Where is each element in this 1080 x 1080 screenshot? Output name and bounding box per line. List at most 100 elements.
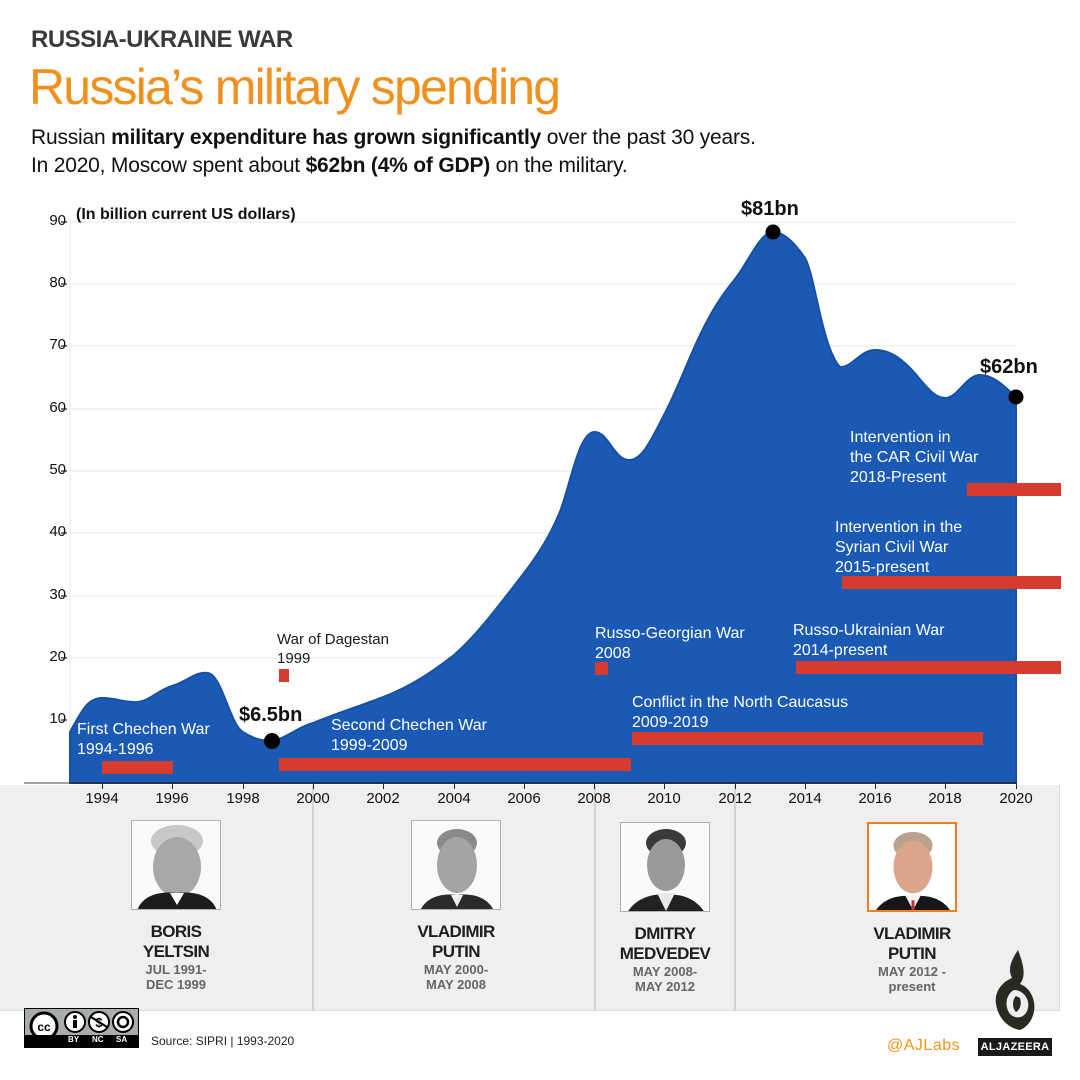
conflict-bar-car [967,483,1061,496]
x-tick-2010: 2010 [647,790,681,807]
page-title: Russia’s military spending [29,59,561,115]
person-portrait-icon [621,823,709,911]
svg-text:cc: cc [37,1020,51,1034]
leader-last-name: PUTIN [887,944,937,963]
spending-area [69,230,1017,784]
conflict-label-dagestan: War of Dagestan 1999 [277,631,389,667]
y-tick-30: 30 [49,586,66,603]
conflict-bar-ukraine [796,661,1061,674]
x-tick-1994: 1994 [85,790,119,807]
conflict-label-syria: Intervention in the Syrian Civil War 201… [835,519,963,576]
spending-chart: 90 80 70 60 50 40 30 20 10 (In billion c… [0,190,1080,790]
x-tick-2016: 2016 [858,790,892,807]
leader-term-start: MAY 2012 - [878,964,946,979]
divider-2012 [734,785,736,1011]
leader-last-name: MEDVEDEV [619,944,711,963]
creative-commons-badge: cc $ BY NC SA [24,1008,139,1048]
x-tick-mark [243,783,244,789]
y-tick-20: 20 [49,648,66,665]
leader-last-name: YELTSIN [142,942,210,961]
x-tick-2014: 2014 [788,790,822,807]
x-tick-mark [524,783,525,789]
y-tick-marks [61,221,67,721]
leader-yeltsin: BORIS YELTSIN JUL 1991- DEC 1999 [96,820,256,992]
leader-first-name: DMITRY [634,924,697,943]
divider-2000 [312,785,314,1011]
conflict-label-first-chechen: First Chechen War 1994-1996 [77,721,210,758]
y-tick-70: 70 [49,336,66,353]
y-tick-40: 40 [49,523,66,540]
portrait-putin-color [867,822,957,912]
conflict-bar-second-chechen [279,758,631,771]
cc-license-icons: cc $ [29,1011,134,1037]
conflict-label-north-caucasus: Conflict in the North Caucasus 2009-2019 [632,694,849,731]
divider-2008 [594,785,596,1011]
x-tick-2006: 2006 [507,790,541,807]
leader-first-name: VLADIMIR [417,922,495,941]
x-tick-mark [805,783,806,789]
x-tick-2002: 2002 [366,790,400,807]
y-tick-50: 50 [49,461,66,478]
leader-last-name: PUTIN [431,942,481,961]
x-tick-2020: 2020 [999,790,1033,807]
peak-value-callout: $81bn [741,198,799,220]
x-tick-mark [945,783,946,789]
portrait-medvedev [620,822,710,912]
conflict-label-car: Intervention in the CAR Civil War 2018-P… [850,429,979,486]
conflict-bar-syria [842,576,1061,589]
person-portrait-icon [412,821,500,909]
x-tick-1996: 1996 [155,790,189,807]
x-tick-mark [454,783,455,789]
x-tick-mark [383,783,384,789]
conflict-bar-georgian [595,662,608,675]
portrait-yeltsin [131,820,221,910]
x-tick-mark [664,783,665,789]
x-tick-mark [875,783,876,789]
cc-label-strip: BY NC SA [25,1035,138,1047]
x-tick-mark [735,783,736,789]
x-tick-2018: 2018 [928,790,962,807]
x-tick-mark [594,783,595,789]
leader-first-name: VLADIMIR [873,924,951,943]
x-tick-2008: 2008 [577,790,611,807]
y-tick-80: 80 [49,274,66,291]
conflict-label-second-chechen: Second Chechen War 1999-2009 [331,717,487,754]
leader-term-end: MAY 2008 [426,977,486,992]
leader-term-start: JUL 1991- [145,962,207,977]
x-tick-2000: 2000 [296,790,330,807]
subtitle-line-1: Russian military expenditure has grown s… [31,126,756,149]
conflict-label-georgian: Russo-Georgian War 2008 [595,625,745,662]
leader-first-name: BORIS [150,922,202,941]
subtitle: Russian military expenditure has grown s… [31,124,756,180]
y-axis-unit-label: (In billion current US dollars) [76,206,296,223]
conflict-bar-dagestan [279,669,289,682]
x-tick-mark [313,783,314,789]
leader-term-end: present [888,979,936,994]
x-tick-2004: 2004 [437,790,471,807]
conflict-bar-north-caucasus [632,732,983,745]
source-note: Source: SIPRI | 1993-2020 [151,1034,295,1048]
ajlabs-handle: @AJLabs [887,1037,961,1054]
low-value-callout: $6.5bn [239,704,303,726]
chart-plot [24,218,1024,784]
x-tick-2012: 2012 [718,790,752,807]
x-tick-mark [102,783,103,789]
aljazeera-wordmark: ALJAZEERA [978,1038,1052,1056]
kicker: RUSSIA-UKRAINE WAR [31,26,293,53]
portrait-putin-bw [411,820,501,910]
peak-point-marker [765,224,781,240]
person-portrait-icon [869,824,955,910]
latest-point-marker [1008,389,1024,405]
person-portrait-icon [132,821,220,909]
latest-value-callout: $62bn [980,356,1038,378]
leader-putin-first-term: VLADIMIR PUTIN MAY 2000- MAY 2008 [376,820,536,992]
y-tick-10: 10 [49,710,66,727]
leader-term-end: DEC 1999 [146,977,206,992]
x-tick-mark [1016,783,1017,789]
leader-medvedev: DMITRY MEDVEDEV MAY 2008- MAY 2012 [585,822,745,994]
aljazeera-calligraphy-logo-icon [995,950,1035,1030]
subtitle-line-2: In 2020, Moscow spent about $62bn (4% of… [31,154,628,177]
y-tick-90: 90 [49,212,66,229]
leader-term-end: MAY 2012 [635,979,695,994]
conflict-label-ukraine: Russo-Ukrainian War 2014-present [793,622,945,659]
